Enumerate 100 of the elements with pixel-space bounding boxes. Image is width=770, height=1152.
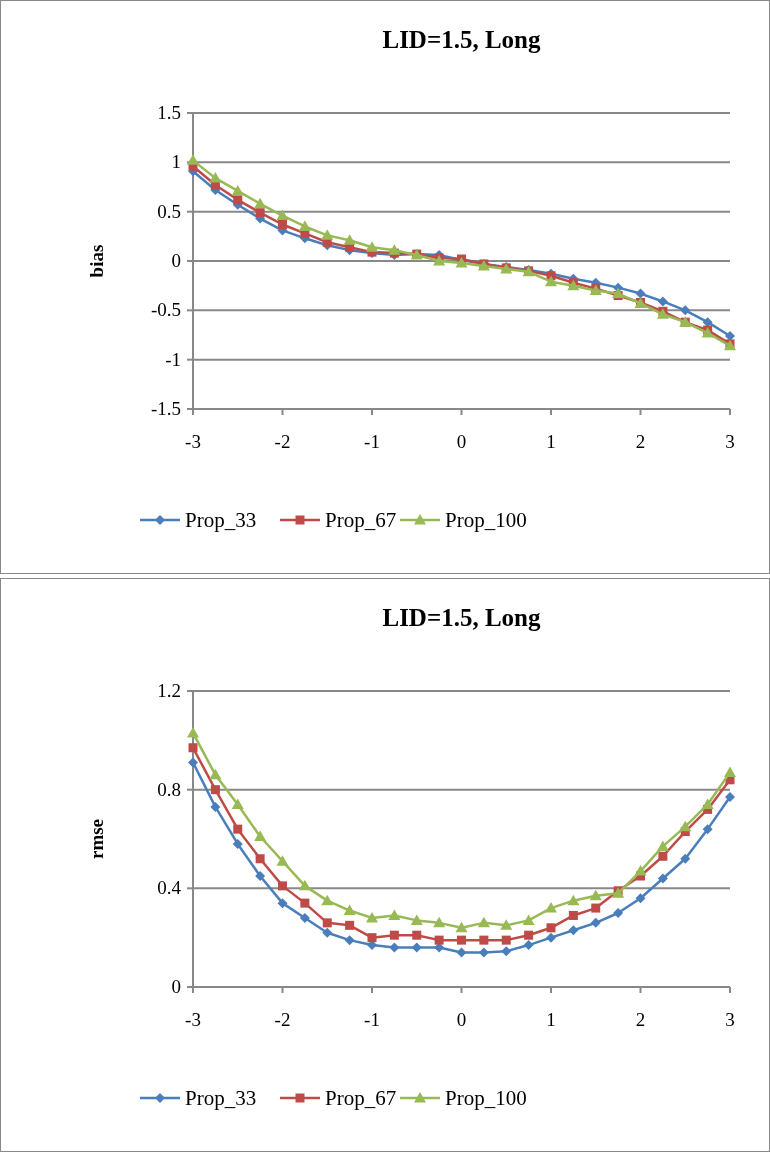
- x-tick-label: 1: [546, 1009, 556, 1030]
- point: [188, 757, 198, 768]
- point: [434, 935, 444, 945]
- point: [388, 244, 401, 255]
- point: [210, 785, 220, 795]
- point: [344, 935, 355, 946]
- point: [254, 830, 267, 842]
- point: [479, 935, 489, 945]
- point: [322, 918, 332, 928]
- y-tick-label: 0: [171, 976, 181, 997]
- point: [545, 902, 557, 913]
- point: [412, 930, 422, 940]
- point: [478, 947, 489, 958]
- point: [725, 792, 735, 803]
- point: [232, 838, 243, 849]
- point: [276, 209, 289, 221]
- x-tick-label: -3: [185, 431, 201, 452]
- point: [657, 296, 668, 307]
- point: [277, 898, 288, 909]
- legend-label: Prop_33: [185, 1086, 257, 1110]
- point: [590, 917, 601, 928]
- point: [568, 925, 579, 936]
- point: [546, 932, 556, 943]
- y-tick-label: 0.8: [157, 778, 181, 800]
- point: [589, 889, 602, 901]
- chart-title: LID=1.5, Long: [382, 604, 542, 631]
- legend-label: Prop_100: [445, 1086, 527, 1110]
- y-tick-label: 1.2: [157, 680, 181, 701]
- point: [188, 743, 198, 753]
- point: [591, 903, 601, 913]
- point: [231, 798, 244, 809]
- point: [724, 766, 736, 777]
- point: [300, 898, 310, 908]
- point: [524, 930, 534, 940]
- point: [613, 908, 624, 918]
- point: [523, 940, 534, 951]
- point: [612, 287, 625, 299]
- point: [254, 197, 267, 209]
- point: [702, 824, 713, 835]
- point: [322, 927, 333, 938]
- point: [545, 275, 557, 287]
- point: [725, 330, 735, 341]
- point: [233, 824, 243, 834]
- y-tick-label: 1.5: [157, 102, 181, 123]
- y-tick-label: 0: [171, 250, 181, 271]
- y-tick-label: -1: [165, 348, 181, 370]
- y-tick-label: -1.5: [150, 398, 181, 419]
- point: [389, 942, 400, 953]
- point: [276, 855, 289, 866]
- point: [634, 865, 647, 876]
- x-tick-label: 2: [635, 1009, 646, 1030]
- x-tick-label: 3: [725, 1009, 735, 1030]
- point: [680, 853, 691, 864]
- legend-label: Prop_67: [325, 508, 397, 532]
- point: [298, 879, 311, 891]
- point: [567, 894, 580, 906]
- point: [278, 881, 287, 891]
- point: [255, 208, 265, 218]
- point: [455, 921, 468, 933]
- point: [388, 909, 401, 920]
- point: [635, 893, 646, 904]
- point: [321, 894, 334, 906]
- point: [568, 910, 578, 920]
- legend-label: Prop_67: [325, 1086, 397, 1110]
- point: [501, 935, 511, 945]
- x-tick-label: -1: [364, 431, 380, 452]
- point: [345, 920, 355, 930]
- point: [657, 873, 668, 884]
- x-tick-label: 2: [635, 431, 646, 452]
- point: [233, 195, 243, 205]
- y-axis-title: rmse: [86, 818, 107, 860]
- chart-title: LID=1.5, Long: [382, 26, 542, 53]
- point: [477, 916, 490, 928]
- point: [231, 184, 244, 196]
- point: [411, 942, 422, 953]
- point: [501, 946, 512, 957]
- y-tick-label: -0.5: [150, 299, 181, 321]
- y-tick-label: 0.4: [157, 877, 182, 899]
- legend-label: Prop_33: [185, 508, 257, 532]
- point: [456, 947, 467, 958]
- point: [457, 935, 466, 945]
- point: [389, 930, 399, 940]
- point: [522, 914, 535, 925]
- point: [679, 820, 692, 832]
- x-tick-label: -2: [274, 1009, 291, 1030]
- point: [343, 234, 356, 245]
- point: [367, 933, 377, 943]
- x-tick-label: -2: [274, 431, 291, 452]
- point: [635, 288, 646, 299]
- point: [433, 916, 446, 928]
- point: [209, 768, 222, 780]
- point: [366, 241, 378, 252]
- x-tick-label: -3: [185, 1009, 201, 1030]
- x-tick-label: 1: [546, 431, 556, 452]
- point: [680, 305, 691, 316]
- point: [656, 840, 669, 851]
- y-axis-title: bias: [86, 244, 107, 278]
- point: [701, 798, 714, 809]
- x-tick-label: 0: [456, 1009, 467, 1030]
- point: [658, 851, 668, 861]
